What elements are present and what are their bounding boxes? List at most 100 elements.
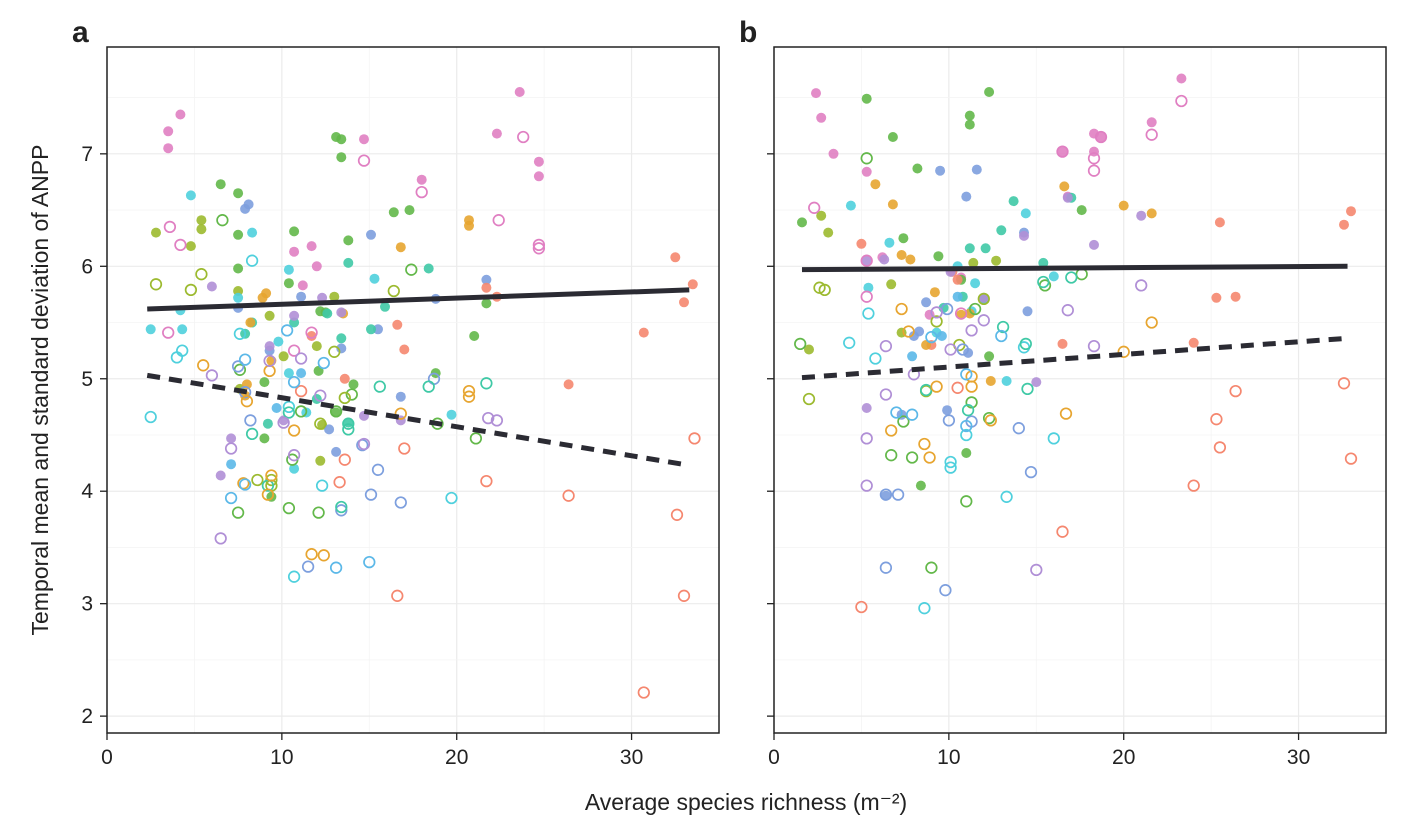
- point-sd-open: [869, 352, 882, 365]
- point-sd-open: [1030, 563, 1043, 577]
- point-mean-filled: [797, 217, 807, 228]
- point-mean-filled: [331, 407, 342, 418]
- point-sd-open: [357, 154, 371, 167]
- point-mean-filled: [816, 210, 827, 221]
- point-mean-filled: [1057, 146, 1068, 157]
- point-sd-open: [263, 364, 276, 378]
- point-sd-open: [902, 325, 915, 338]
- point-sd-open: [860, 254, 873, 267]
- point-mean-filled: [811, 88, 821, 99]
- point-sd-open: [860, 432, 873, 445]
- point-mean-filled: [861, 255, 872, 266]
- point-sd-open: [149, 278, 163, 291]
- point-sd-open: [532, 238, 546, 252]
- point-mean-filled: [879, 254, 890, 265]
- point-mean-filled: [933, 251, 944, 262]
- point-mean-filled: [1038, 257, 1049, 268]
- point-sd-open: [818, 283, 831, 297]
- point-sd-open: [1087, 339, 1101, 353]
- point-sd-open: [1117, 345, 1130, 358]
- point-sd-open: [163, 220, 177, 234]
- point-sd-open: [885, 449, 898, 462]
- point-sd-open: [1337, 377, 1351, 390]
- point-mean-filled: [297, 280, 308, 291]
- point-mean-filled: [373, 324, 383, 335]
- point-mean-filled: [283, 368, 294, 379]
- point-sd-open: [195, 268, 208, 281]
- point-sd-open: [233, 327, 247, 340]
- point-sd-open: [240, 395, 254, 408]
- point-sd-open: [939, 584, 952, 597]
- point-sd-open: [996, 320, 1010, 334]
- point-mean-filled: [226, 433, 237, 444]
- point-mean-filled: [985, 376, 996, 386]
- point-mean-filled: [289, 310, 300, 321]
- point-sd-open: [282, 400, 296, 414]
- point-sd-open: [1056, 525, 1069, 538]
- point-sd-open: [317, 356, 330, 370]
- point-mean-filled: [1048, 271, 1059, 282]
- point-mean-filled: [196, 224, 207, 235]
- y-tick-label: 2: [81, 705, 93, 728]
- point-mean-filled: [343, 257, 354, 268]
- point-sd-open: [944, 455, 957, 469]
- fit-line-dashed: [801, 335, 1348, 381]
- point-mean-filled: [861, 166, 872, 177]
- point-sd-open: [237, 477, 250, 490]
- point-mean-filled: [491, 128, 502, 139]
- point-mean-filled: [907, 351, 918, 362]
- point-sd-open: [802, 392, 816, 406]
- point-sd-open: [462, 384, 476, 398]
- point-sd-open: [224, 442, 238, 455]
- point-sd-open: [843, 336, 856, 349]
- point-sd-open: [954, 307, 968, 320]
- point-mean-filled: [963, 347, 974, 358]
- x-tick-label: 20: [445, 746, 468, 769]
- point-mean-filled: [215, 179, 226, 190]
- point-sd-open: [1187, 479, 1200, 492]
- point-mean-filled: [423, 263, 434, 274]
- y-tick-label: 3: [81, 593, 93, 616]
- point-sd-open: [224, 491, 238, 505]
- point-sd-open: [965, 380, 978, 393]
- point-mean-filled: [1339, 219, 1349, 230]
- point-sd-open: [670, 508, 684, 521]
- point-sd-open: [891, 488, 905, 501]
- y-tick-label: 4: [81, 480, 93, 503]
- point-sd-open: [482, 411, 495, 425]
- point-sd-open: [251, 473, 264, 487]
- point-mean-filled: [257, 292, 268, 303]
- point-mean-filled: [978, 292, 989, 303]
- point-mean-filled: [185, 241, 196, 252]
- point-mean-filled: [1019, 230, 1029, 241]
- point-sd-open: [287, 570, 301, 583]
- point-sd-open: [965, 396, 978, 409]
- point-mean-filled: [886, 279, 897, 290]
- point-mean-filled: [961, 448, 972, 458]
- point-sd-open: [977, 314, 990, 327]
- point-mean-filled: [336, 134, 347, 145]
- point-mean-filled: [1008, 196, 1019, 207]
- point-mean-filled: [388, 207, 399, 218]
- point-mean-filled: [196, 215, 207, 226]
- point-sd-open: [162, 326, 175, 339]
- point-mean-filled: [816, 112, 827, 123]
- point-sd-open: [342, 423, 355, 436]
- point-mean-filled: [306, 241, 317, 252]
- point-mean-filled: [315, 455, 326, 466]
- point-sd-open: [1075, 268, 1088, 281]
- point-mean-filled: [884, 237, 895, 248]
- point-sd-open: [860, 152, 873, 165]
- point-sd-open: [214, 532, 227, 545]
- x-axis-title: Average species richness (m⁻²): [585, 789, 907, 815]
- point-mean-filled: [1176, 73, 1187, 84]
- point-mean-filled: [185, 190, 196, 201]
- point-mean-filled: [481, 298, 492, 309]
- point-sd-open: [895, 302, 908, 316]
- point-mean-filled: [1062, 192, 1073, 203]
- point-mean-filled: [322, 308, 333, 319]
- point-mean-filled: [1211, 292, 1222, 303]
- point-mean-filled: [233, 229, 244, 240]
- panel-a: a 0 10 20 30 2 3 4 5 6 7: [72, 16, 720, 769]
- point-sd-open: [1344, 452, 1358, 465]
